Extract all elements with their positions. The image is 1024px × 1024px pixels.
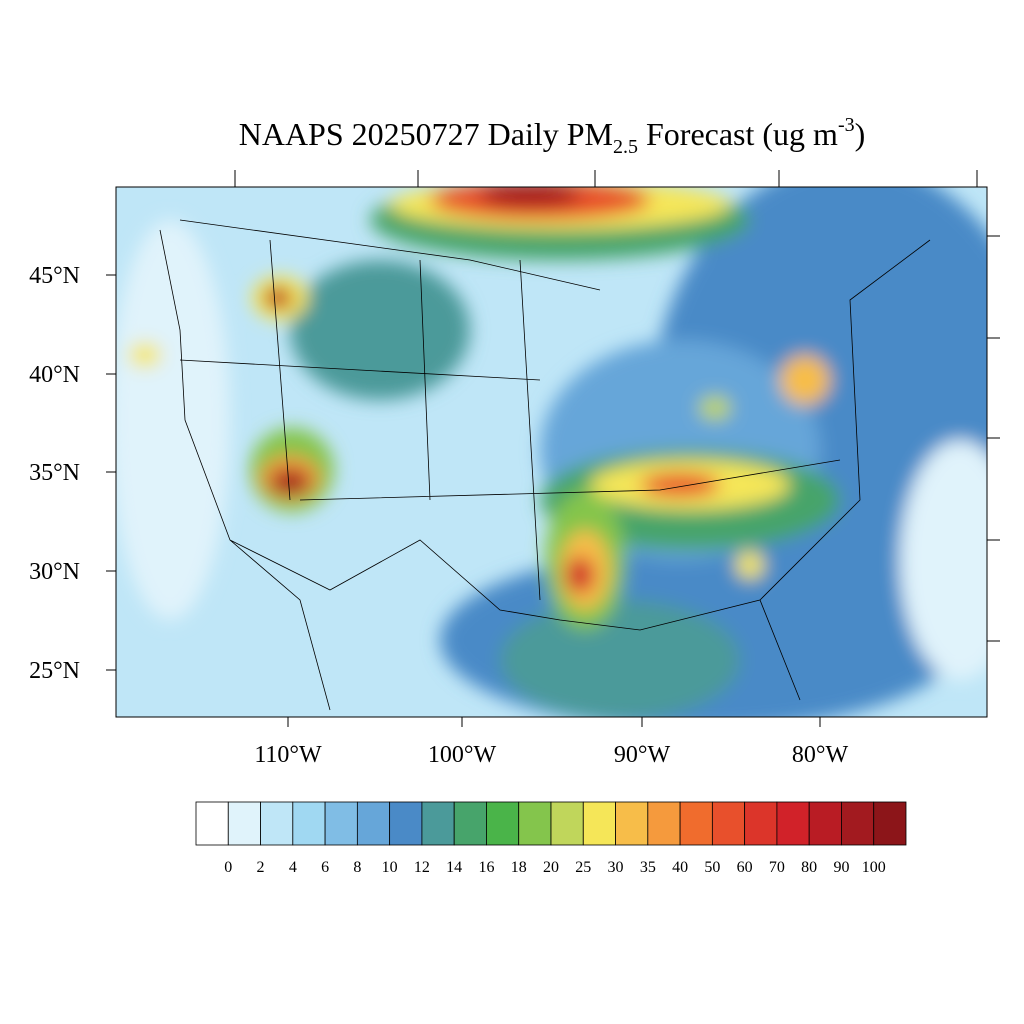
colorbar-box xyxy=(776,801,810,846)
colorbar-box xyxy=(744,801,778,846)
colorbar-label: 90 xyxy=(833,859,849,876)
colorbar-label: 35 xyxy=(640,859,656,876)
colorbar-label: 6 xyxy=(321,859,329,876)
colorbar-label: 25 xyxy=(575,859,591,876)
colorbar-label: 4 xyxy=(289,859,297,876)
colorbar-box xyxy=(518,801,552,846)
colorbar-label: 40 xyxy=(672,859,688,876)
map-frame xyxy=(115,186,988,718)
lon-label: 110°W xyxy=(254,742,322,768)
pm-field xyxy=(116,187,987,717)
lon-label: 90°W xyxy=(614,742,671,768)
colorbar-box xyxy=(711,801,746,846)
colorbar-box xyxy=(356,801,391,846)
colorbar-label: 10 xyxy=(382,859,398,876)
colorbar-box xyxy=(421,801,455,846)
borders xyxy=(159,219,931,711)
lat-label: 25°N xyxy=(29,658,80,684)
colorbar-box xyxy=(582,801,616,846)
colorbar-box xyxy=(647,801,681,846)
lon-label: 80°W xyxy=(792,742,849,768)
colorbar-box xyxy=(873,801,907,846)
lat-label: 35°N xyxy=(29,460,80,486)
colorbar-box xyxy=(486,801,520,846)
colorbar-box xyxy=(841,801,875,846)
colorbar-label: 16 xyxy=(478,859,494,876)
colorbar-box xyxy=(260,801,294,846)
colorbar-box xyxy=(227,801,261,846)
colorbar-label: 30 xyxy=(608,859,624,876)
colorbar-box xyxy=(679,801,713,846)
colorbar-label: 20 xyxy=(543,859,559,876)
colorbar-label: 80 xyxy=(801,859,817,876)
colorbar-box xyxy=(615,801,649,846)
colorbar-box xyxy=(550,801,584,846)
colorbar-box xyxy=(453,801,487,846)
colorbar-label: 100 xyxy=(862,859,886,876)
lon-label: 100°W xyxy=(428,742,497,768)
colorbar-label: 50 xyxy=(704,859,720,876)
colorbar-label: 8 xyxy=(353,859,361,876)
colorbar-label: 14 xyxy=(446,859,462,876)
lat-label: 45°N xyxy=(29,263,80,289)
colorbar-box xyxy=(195,801,229,846)
colorbar-box xyxy=(292,801,326,846)
colorbar-label: 60 xyxy=(737,859,753,876)
colorbar-label: 0 xyxy=(224,859,232,876)
colorbar-label: 18 xyxy=(511,859,527,876)
lat-label: 40°N xyxy=(29,362,80,388)
colorbar-label: 2 xyxy=(257,859,265,876)
colorbar-box xyxy=(389,801,423,846)
colorbar-label: 70 xyxy=(769,859,785,876)
colorbar-box xyxy=(324,801,358,846)
colorbar-box xyxy=(808,801,842,846)
title: NAAPS 20250727 Daily PM2.5 Forecast (ug … xyxy=(239,114,866,158)
lat-label: 30°N xyxy=(29,559,80,585)
colorbar-label: 12 xyxy=(414,859,430,876)
